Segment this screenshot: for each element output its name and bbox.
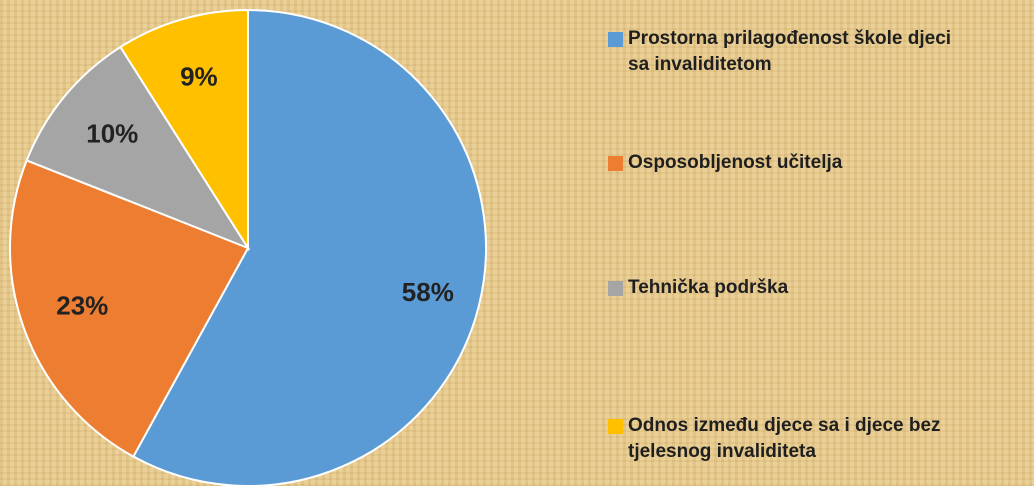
data-label: 10% xyxy=(86,119,138,149)
legend-swatch xyxy=(608,156,623,171)
data-label: 23% xyxy=(56,291,108,321)
legend-entry: Odnos između djece sa i djece bez tjeles… xyxy=(608,413,1034,465)
data-label: 9% xyxy=(180,62,218,92)
legend-label: Odnos između djece sa i djece bez tjeles… xyxy=(628,415,941,462)
legend-swatch xyxy=(608,419,623,434)
data-label: 58% xyxy=(402,277,454,307)
pie-slice xyxy=(9,159,250,458)
legend-label: Osposobljenost učitelja xyxy=(628,152,843,173)
legend-entry: Osposobljenost učitelja xyxy=(608,150,1034,176)
pie-slice xyxy=(119,8,249,252)
legend-label: Prostorna prilagođenost škole djeci sa i… xyxy=(628,28,952,75)
pie-slice xyxy=(25,45,251,251)
legend-swatch xyxy=(608,281,623,296)
legend-entry: Tehnička podrška xyxy=(608,275,1034,301)
legend-label: Tehnička podrška xyxy=(628,277,789,298)
legend-swatch xyxy=(608,32,623,47)
legend-entry: Prostorna prilagođenost škole djeci sa i… xyxy=(608,26,1034,78)
